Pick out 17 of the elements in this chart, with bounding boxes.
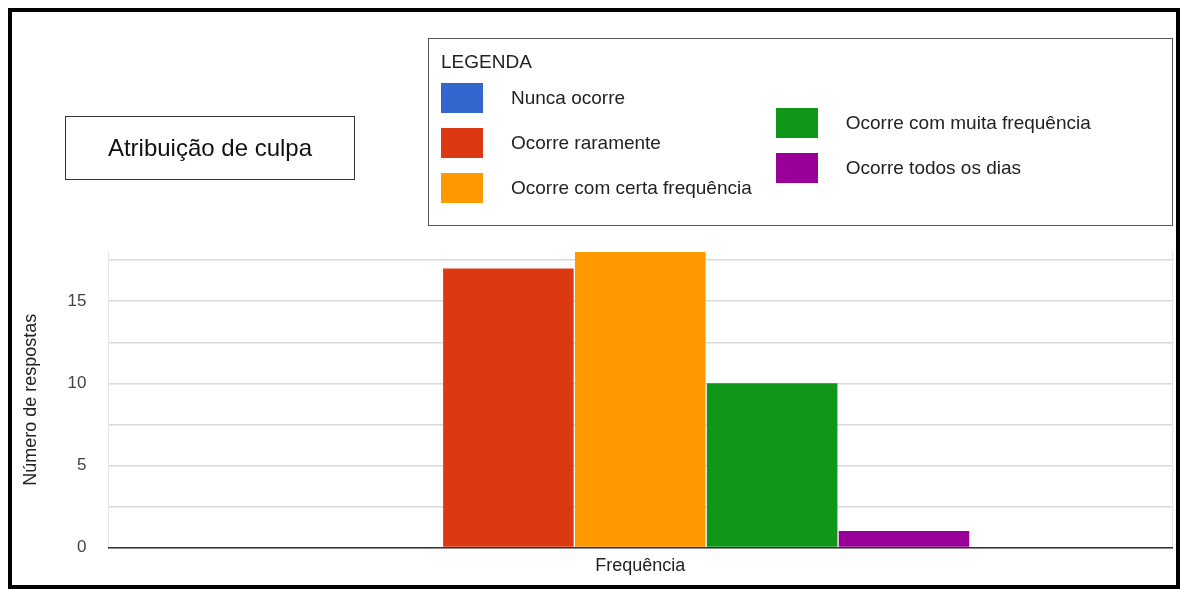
bar [838,530,970,547]
legend-title: LEGENDA [441,51,533,73]
legend-label: Ocorre todos os dias [845,156,1022,179]
x-tick-label: Frequência [595,555,687,576]
bar [443,268,574,547]
legend-label: Ocorre com muita frequência [845,111,1091,134]
legend-label: Ocorre com certa frequência [511,176,752,199]
bar [706,383,838,547]
y-tick-label: 0 [77,537,87,557]
bar [574,252,706,547]
chart-title: Atribuição de culpa [65,116,355,180]
legend-label: Nunca ocorre [511,86,626,109]
y-tick-label: 5 [77,455,87,475]
y-tick-label: 10 [67,372,87,392]
y-axis-title: Número de respostas [19,313,40,486]
legend-label: Ocorre raramente [511,131,661,154]
y-tick-label: 15 [67,290,87,310]
